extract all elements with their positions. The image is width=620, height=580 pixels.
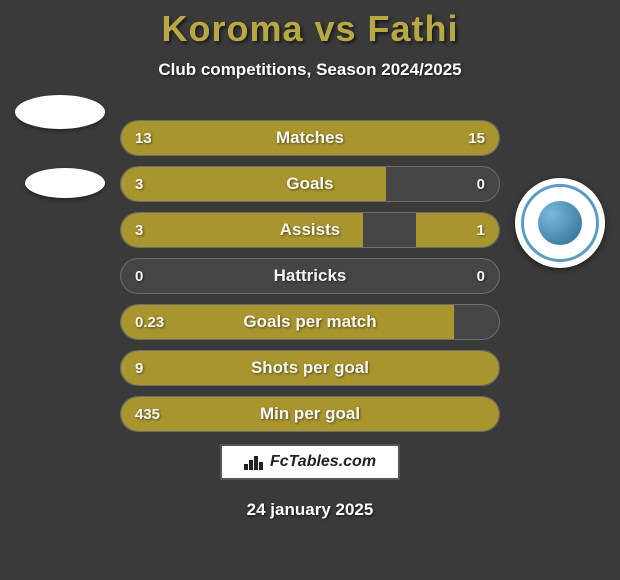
stat-value-right: 0 xyxy=(477,259,485,293)
club-logo-icon xyxy=(515,178,605,268)
stat-label: Matches xyxy=(121,121,499,155)
stat-label: Min per goal xyxy=(121,397,499,431)
stat-value-right: 1 xyxy=(477,213,485,247)
fctables-label: FcTables.com xyxy=(270,453,376,471)
stat-row-hattricks: 0 Hattricks 0 xyxy=(120,258,500,294)
stat-row-shots-per-goal: 9 Shots per goal xyxy=(120,350,500,386)
stat-row-assists: 3 Assists 1 xyxy=(120,212,500,248)
stat-label: Goals xyxy=(121,167,499,201)
stat-label: Assists xyxy=(121,213,499,247)
stat-value-right: 15 xyxy=(468,121,485,155)
team1-badge-bottom xyxy=(25,168,110,253)
stat-row-goals: 3 Goals 0 xyxy=(120,166,500,202)
stat-row-matches: 13 Matches 15 xyxy=(120,120,500,156)
bar-chart-icon xyxy=(244,454,264,470)
page-title: Koroma vs Fathi xyxy=(0,0,620,50)
date-label: 24 january 2025 xyxy=(0,500,620,520)
stats-container: 13 Matches 15 3 Goals 0 3 Assists 1 0 Ha… xyxy=(120,120,500,442)
page-subtitle: Club competitions, Season 2024/2025 xyxy=(0,60,620,80)
stat-label: Shots per goal xyxy=(121,351,499,385)
team2-badge xyxy=(515,178,605,268)
stat-label: Hattricks xyxy=(121,259,499,293)
stat-row-min-per-goal: 435 Min per goal xyxy=(120,396,500,432)
fctables-link[interactable]: FcTables.com xyxy=(220,444,400,480)
stat-row-goals-per-match: 0.23 Goals per match xyxy=(120,304,500,340)
stat-label: Goals per match xyxy=(121,305,499,339)
placeholder-icon xyxy=(25,168,105,198)
placeholder-icon xyxy=(15,95,105,129)
stat-value-right: 0 xyxy=(477,167,485,201)
